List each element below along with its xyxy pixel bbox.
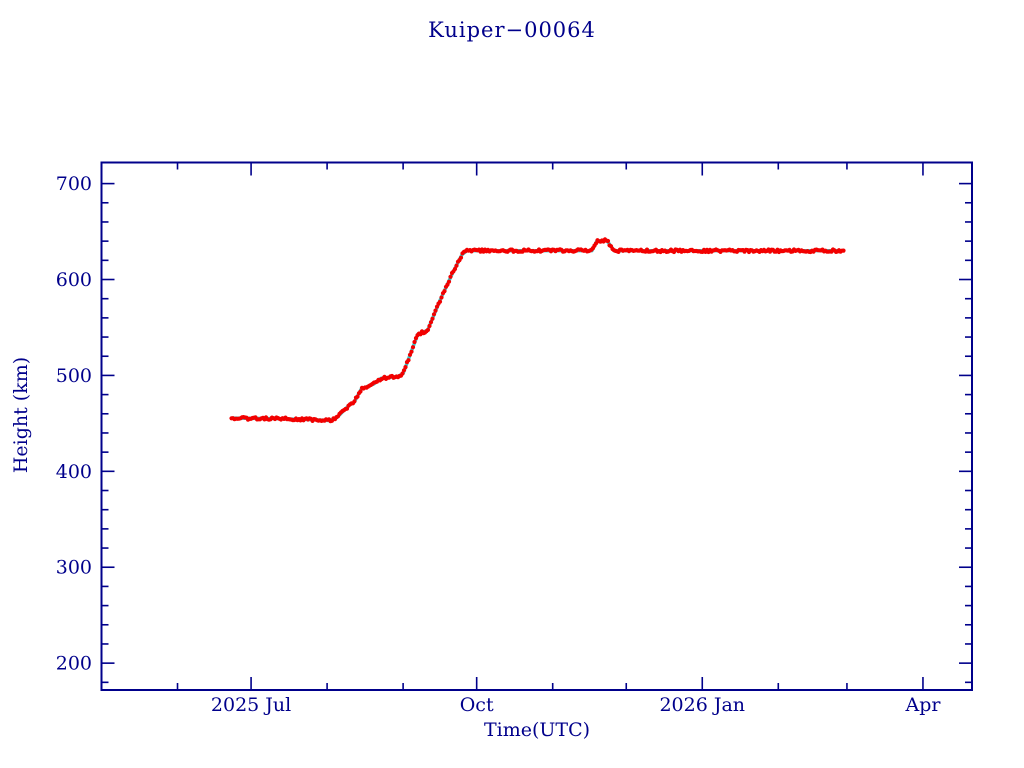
data-point xyxy=(358,389,363,394)
data-point xyxy=(593,241,599,246)
data-point xyxy=(401,368,407,373)
data-point xyxy=(406,358,411,363)
data-point xyxy=(431,312,437,317)
data-point xyxy=(400,371,405,376)
data-point xyxy=(410,345,416,350)
data-point xyxy=(427,323,432,329)
data-point xyxy=(442,289,447,294)
x-tick-label: 2025 Jul xyxy=(211,694,291,716)
x-tick-label: Apr xyxy=(904,694,941,716)
data-point xyxy=(439,295,444,300)
y-tick-label: 200 xyxy=(56,653,92,675)
data-point xyxy=(430,316,435,321)
x-tick-label: Oct xyxy=(460,694,494,716)
data-point xyxy=(409,349,414,354)
data-point xyxy=(841,248,846,253)
data-point xyxy=(352,399,357,404)
data-point xyxy=(454,263,459,268)
data-point xyxy=(355,394,360,399)
x-tick-label: 2026 Jan xyxy=(659,694,745,716)
data-series-reference xyxy=(231,238,845,423)
data-point xyxy=(448,274,453,279)
data-point xyxy=(433,308,438,313)
data-point xyxy=(458,255,464,260)
y-tick-label: 300 xyxy=(56,557,92,579)
data-point xyxy=(428,320,434,325)
data-point xyxy=(437,299,443,304)
data-point xyxy=(605,238,611,244)
plot-frame xyxy=(100,161,973,691)
data-series-height xyxy=(229,237,846,424)
data-point xyxy=(403,365,408,370)
chart-title: Kuiper−00064 xyxy=(428,18,596,42)
data-point xyxy=(452,266,458,272)
y-tick-label: 500 xyxy=(56,365,92,387)
y-tick-label: 400 xyxy=(56,461,92,483)
data-point xyxy=(412,339,417,345)
x-axis-label: Time(UTC) xyxy=(483,719,591,741)
y-tick-label: 600 xyxy=(56,269,92,291)
data-point xyxy=(425,327,431,332)
y-tick-label: 700 xyxy=(56,173,92,195)
data-point xyxy=(446,279,452,284)
